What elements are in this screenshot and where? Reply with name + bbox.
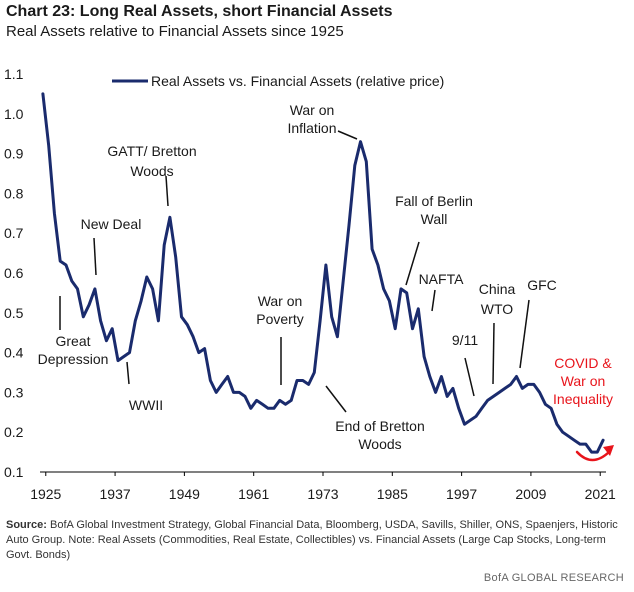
y-tick-label: 1.1 (4, 66, 24, 82)
annotation-wwii: WWII (129, 397, 163, 413)
annotation-war-on-inflation: War on (290, 102, 335, 118)
source-label: Source: (6, 519, 47, 531)
x-tick-label: 1985 (377, 486, 408, 502)
brand-label: BofA GLOBAL RESEARCH (483, 572, 624, 584)
annotation-war-on-poverty: War on (258, 293, 303, 309)
annotation-great-depression: Great (55, 333, 90, 349)
annotation-berlin: Fall of Berlin (395, 193, 473, 209)
legend-label: Real Assets vs. Financial Assets (relati… (151, 73, 444, 89)
annotation-china-wto: China (479, 281, 516, 297)
annotation-china-wto: WTO (481, 301, 514, 317)
pointer-gfc (519, 299, 530, 369)
y-tick-label: 0.8 (4, 185, 24, 201)
x-tick-label: 2021 (585, 486, 616, 502)
pointer-nafta (431, 289, 436, 312)
covid-arrow-head (603, 445, 614, 456)
x-tick-label: 1949 (169, 486, 200, 502)
annotation-gfc: GFC (527, 277, 557, 293)
pointer-china-wto (492, 322, 495, 385)
x-tick-label: 2009 (515, 486, 546, 502)
annotation-nine-eleven: 9/11 (452, 332, 478, 348)
pointer-wwii (126, 361, 130, 385)
pointer-berlin (405, 241, 420, 286)
annotation-covid: War on (561, 373, 606, 389)
pointer-war-on-inflation (337, 130, 358, 140)
annotation-great-depression: Depression (38, 351, 109, 367)
annotation-war-on-poverty: Poverty (256, 311, 303, 327)
pointer-gatt (165, 175, 169, 207)
y-tick-label: 0.1 (4, 464, 24, 480)
x-tick-label: 1961 (238, 486, 269, 502)
y-tick-label: 0.6 (4, 265, 24, 281)
pointer-end-bretton (325, 385, 347, 413)
source-text: BofA Global Investment Strategy, Global … (6, 519, 618, 561)
annotation-nafta: NAFTA (419, 271, 465, 287)
x-tick-label: 1937 (100, 486, 131, 502)
line-chart: 0.1 0.2 0.3 0.4 0.5 0.6 0.7 0.8 0.9 1.0 1.1 1925 193… (4, 66, 616, 502)
y-tick-label: 0.3 (4, 384, 24, 400)
annotation-end-bretton: End of Bretton (335, 418, 425, 434)
annotation-covid: Inequality (553, 391, 613, 407)
annotation-end-bretton: Woods (358, 436, 401, 452)
annotation-gatt: GATT/ Bretton (107, 143, 196, 159)
series-line (41, 92, 605, 454)
y-tick-label: 1.0 (4, 106, 24, 122)
covid-arrow-curve (575, 450, 611, 462)
annotation-war-on-inflation: Inflation (287, 120, 336, 136)
pointer-nine-eleven (464, 357, 475, 397)
annotation-gatt: Woods (130, 163, 173, 179)
annotation-new-deal: New Deal (81, 216, 142, 232)
chart-subtitle: Real Assets relative to Financial Assets… (6, 23, 344, 40)
y-tick-label: 0.4 (4, 345, 24, 361)
x-tick-label: 1973 (307, 486, 338, 502)
x-tick-label: 1925 (30, 486, 61, 502)
source-note: Source: BofA Global Investment Strategy,… (6, 518, 626, 563)
y-tick-label: 0.2 (4, 424, 24, 440)
chart-title: Chart 23: Long Real Assets, short Financ… (6, 3, 393, 20)
y-tick-label: 0.7 (4, 225, 24, 241)
annotation-covid: COVID & (554, 355, 612, 371)
x-tick-label: 1997 (446, 486, 477, 502)
y-tick-label: 0.5 (4, 305, 24, 321)
y-tick-label: 0.9 (4, 146, 24, 162)
annotation-berlin: Wall (421, 211, 448, 227)
pointer-new-deal (93, 237, 97, 276)
